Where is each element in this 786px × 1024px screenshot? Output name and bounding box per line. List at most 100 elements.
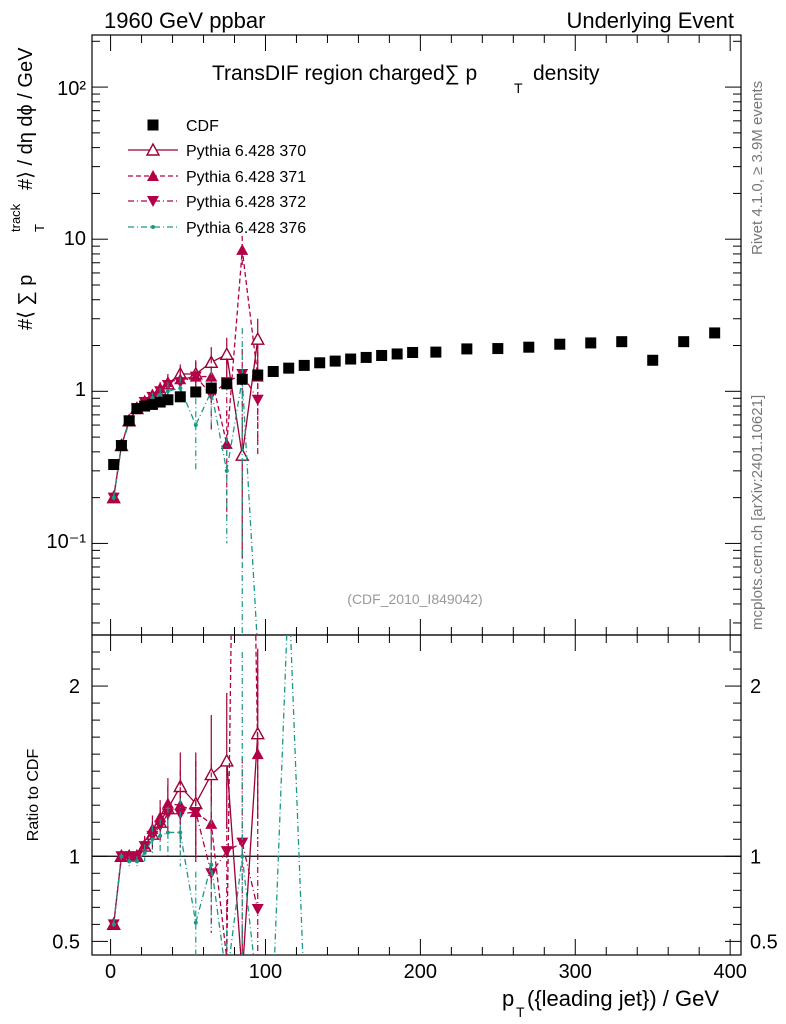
cdf-point: [131, 403, 143, 415]
xlabel-tail: ({leading jet}) / GeV: [527, 986, 719, 1011]
main-series-3-point: [178, 386, 183, 391]
cdf-point: [523, 341, 535, 353]
cdf-point: [461, 343, 473, 355]
ratio-ytick-label: 1: [69, 846, 80, 868]
main-y-tick-labels: 10⁻¹ 1 10 10²: [47, 78, 87, 553]
cdf-point: [252, 369, 264, 381]
ratio-series-2-point: [251, 904, 264, 916]
cdf-point: [554, 338, 566, 350]
ratio-series-3-point: [256, 990, 260, 994]
main-series-3-point: [271, 648, 275, 652]
ratio-series-3-point: [287, 582, 291, 586]
x-tick-label: 300: [559, 961, 592, 983]
xlabel-p: p: [502, 986, 514, 1011]
cdf-point: [115, 440, 127, 452]
main-series-3-point: [224, 468, 229, 473]
legend-marker-cdf: [147, 119, 159, 131]
cdf-point: [647, 354, 659, 366]
ratio-frame: [91, 634, 742, 956]
cdf-point: [329, 355, 341, 367]
ratio-series-3-point: [142, 850, 147, 855]
main-series-3-point: [193, 423, 198, 428]
cdf-point: [221, 378, 233, 390]
main-series-3-point: [158, 392, 163, 397]
cdf-point: [146, 398, 158, 410]
ratio-ytick-label: 0.5: [52, 931, 80, 953]
cdf-point: [190, 386, 202, 398]
cdf-point: [585, 337, 597, 349]
legend-label-372: Pythia 6.428 372: [186, 194, 306, 211]
ratio-series-3-point: [119, 854, 124, 859]
ratio-y-tick-labels: 0.5 0.5 1 1 2 2: [52, 676, 778, 953]
cdf-point: [174, 391, 186, 403]
ratio-series-3-point: [271, 990, 275, 994]
cdf-point: [678, 336, 690, 348]
ratio-series-1-point: [154, 811, 167, 823]
ratio-ytick-label-right: 2: [750, 676, 761, 698]
ratio-series-2-point: [161, 808, 174, 820]
legend-marker-1: [147, 170, 159, 181]
legend-marker-3: [151, 225, 155, 229]
ratio-series-3-point: [134, 859, 139, 864]
ratio-series-0-point: [219, 753, 234, 767]
cdf-point: [616, 336, 628, 348]
cdf-point: [154, 396, 166, 408]
ylabel-tail: #⟩ / dη dϕ / GeV: [15, 47, 37, 190]
cdf-point: [123, 415, 135, 427]
main-plot-area: [106, 235, 721, 652]
ytick-100: 10²: [57, 78, 86, 100]
cdf-point: [283, 362, 295, 374]
ratio-series-2-point: [154, 820, 167, 832]
ratio-series-3-point: [225, 979, 229, 983]
legend-label-cdf: CDF: [186, 118, 219, 135]
cdf-point: [492, 343, 504, 355]
main-series-3-point: [287, 648, 291, 652]
x-tick-labels: 0 100 200 300 400: [105, 961, 747, 983]
ytick-0-1: 10⁻¹: [47, 531, 87, 553]
main-series-2-point: [189, 371, 202, 383]
ratio-series-3-point: [111, 922, 116, 927]
main-series-2-point: [174, 377, 187, 389]
cdf-point: [205, 382, 217, 394]
header-left: 1960 GeV ppbar: [104, 8, 265, 33]
main-series-1-point: [220, 438, 233, 450]
ratio-series-3-point: [193, 920, 198, 925]
legend-label-371: Pythia 6.428 371: [186, 169, 306, 186]
cdf-point: [236, 373, 248, 385]
title-tail: density: [533, 62, 600, 85]
ratio-ytick-label-right: 0.5: [750, 931, 778, 953]
main-series-3-point: [302, 648, 306, 652]
title-sub: T: [514, 80, 523, 96]
ratio-series-3-point: [240, 854, 245, 859]
legend: CDF Pythia 6.428 370 Pythia 6.428 371 Py…: [128, 118, 306, 237]
main-series-3-line: [113, 379, 258, 635]
ratio-series-2-point: [189, 807, 202, 819]
cdf-point: [108, 459, 120, 471]
x-tick-label: 100: [249, 961, 282, 983]
side-rivet: Rivet 4.1.0, ≥ 3.9M events: [749, 81, 766, 255]
ytick-10: 10: [64, 228, 86, 250]
ratio-plot-area: [92, 582, 741, 994]
cdf-point: [360, 351, 372, 363]
title-main: TransDIF region charged∑ p: [212, 62, 477, 85]
main-series-3-point: [111, 495, 116, 500]
xlabel-sub: T: [516, 1004, 525, 1020]
x-tick-label: 200: [404, 961, 437, 983]
axis-ticks: [92, 35, 741, 955]
cdf-point: [314, 357, 326, 369]
main-series-0-point: [219, 346, 234, 361]
main-series-3-point: [165, 389, 170, 394]
ratio-series-3-line: [113, 635, 304, 955]
ratio-series-0-point: [236, 969, 248, 980]
ratio-series-3-point: [127, 859, 132, 864]
ytick-1: 1: [75, 379, 86, 401]
main-series-2-point: [251, 394, 264, 406]
ratio-series-3-point: [209, 862, 214, 867]
cdf-point: [709, 327, 721, 339]
cdf-point: [139, 400, 151, 412]
ratio-series-2-line: [113, 811, 259, 925]
legend-marker-0: [145, 142, 161, 156]
ratio-series-2-point: [146, 830, 159, 842]
ratio-series-1-point: [174, 799, 187, 811]
